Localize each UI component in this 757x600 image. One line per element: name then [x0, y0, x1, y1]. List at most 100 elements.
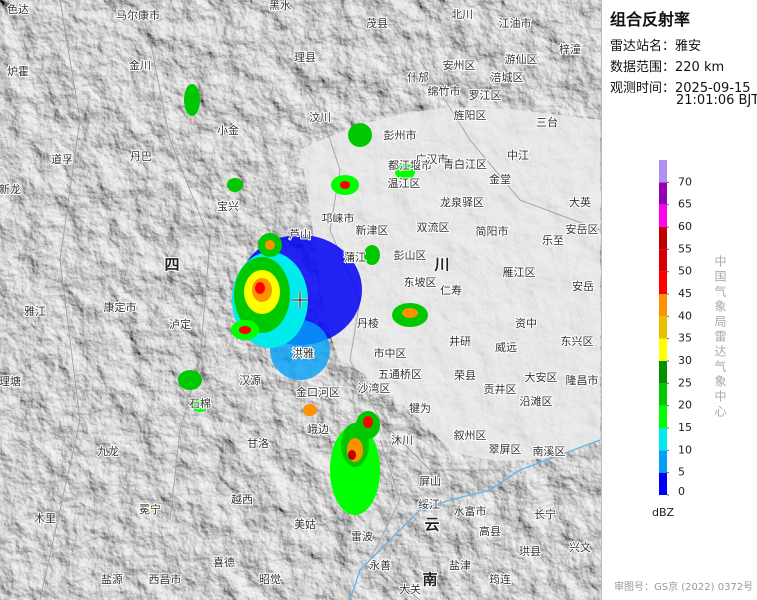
legend-tick-label: 0 — [678, 485, 685, 498]
place-label: 沿滩区 — [520, 394, 553, 408]
legend-unit: dBZ — [652, 506, 674, 519]
place-label: 新龙 — [0, 182, 21, 196]
place-label: 西昌市 — [149, 572, 182, 586]
place-label: 涪城区 — [491, 70, 524, 84]
legend-tick-label: 65 — [678, 198, 692, 211]
place-label: 甘洛 — [247, 436, 269, 450]
place-label: 越西 — [231, 492, 253, 506]
legend-tick-label: 20 — [678, 399, 692, 412]
legend-swatch — [659, 338, 667, 361]
label: 观测时间： — [610, 81, 676, 96]
place-label: 大关 — [399, 582, 421, 596]
place-label: 黑水 — [269, 0, 291, 12]
legend-swatch — [659, 294, 667, 317]
legend-swatch — [659, 450, 667, 473]
place-label: 仁寿 — [440, 283, 462, 297]
place-label: 马尔康市 — [116, 8, 160, 22]
place-label: 威远 — [495, 341, 517, 354]
place-label: 理塘 — [0, 374, 21, 388]
place-label: 炉霍 — [7, 65, 29, 78]
place-label: 荣县 — [454, 369, 476, 382]
place-label: 东兴区 — [561, 335, 594, 348]
place-label: 雷波 — [351, 530, 373, 543]
place-label: 罗江区 — [469, 89, 502, 102]
legend-tick-label: 45 — [678, 287, 692, 300]
legend-tick-label: 35 — [678, 332, 692, 345]
legend-tick-label: 40 — [678, 309, 692, 322]
place-label: 昭觉 — [259, 573, 281, 586]
color-legend: 0 5 10 15 20 25 30 35 40 45 50 55 60 65 70 dBZ — [652, 160, 692, 519]
place-label: 简阳市 — [476, 224, 509, 238]
place-label: 喜德 — [213, 555, 235, 569]
place-label: 泸定 — [169, 317, 191, 331]
place-label: 安州区 — [443, 58, 476, 72]
place-label: 沐川 — [391, 434, 413, 447]
place-label: 石棉 — [189, 396, 211, 410]
place-label: 大安区 — [525, 370, 558, 384]
place-label: 中江 — [507, 149, 529, 162]
place-label: 五通桥区 — [378, 368, 422, 381]
radar-station — [292, 292, 308, 308]
place-label: 珙县 — [519, 544, 541, 558]
place-label: 美姑 — [294, 518, 316, 531]
place-label: 九龙 — [97, 445, 119, 458]
place-label: 理县 — [294, 51, 316, 64]
place-label: 资中 — [515, 317, 537, 330]
place-label: 叙州区 — [454, 428, 487, 442]
place-label: 永善 — [369, 558, 391, 572]
place-label: 云 — [424, 516, 439, 534]
place-label: 大英 — [569, 195, 591, 209]
place-label: 峨边 — [307, 423, 329, 436]
place-label: 犍为 — [409, 402, 431, 415]
legend-swatch — [659, 249, 667, 272]
place-label: 隆昌市 — [566, 373, 599, 387]
place-label: 安岳区 — [566, 222, 599, 236]
place-label: 川 — [433, 256, 449, 274]
place-label: 江油市 — [499, 16, 532, 30]
legend-tick-label: 55 — [678, 242, 692, 255]
place-label: 雁江区 — [503, 266, 536, 279]
legend-tick-label: 70 — [678, 175, 692, 188]
place-label: 盐源 — [101, 572, 123, 586]
legend-swatch — [659, 383, 667, 406]
place-label: 彭州市 — [384, 128, 417, 142]
river — [349, 439, 601, 600]
place-label: 梓潼 — [559, 42, 581, 56]
legend-swatch — [659, 472, 667, 495]
legend-swatch — [659, 271, 667, 294]
time-row: 观测时间：2025-09-15 — [610, 77, 751, 96]
legend-tick-label: 30 — [678, 354, 692, 367]
credit: 中国气象局雷达气象中心 — [713, 255, 727, 420]
panel-title: 组合反射率 — [610, 10, 691, 29]
place-label: 筠连 — [489, 572, 511, 586]
place-label: 游仙区 — [505, 53, 538, 66]
value: 220 km — [675, 60, 725, 75]
place-label: 屏山 — [419, 475, 441, 488]
place-label: 金川 — [129, 58, 151, 72]
legend-tick-label: 60 — [678, 220, 692, 233]
station-row: 雷达站名：雅安 — [610, 35, 701, 54]
place-label: 冕宁 — [139, 502, 161, 516]
place-label: 东坡区 — [404, 276, 437, 289]
place-label: 兴文 — [569, 540, 591, 554]
place-label: 色达 — [7, 2, 29, 16]
place-label: 绥江 — [418, 498, 440, 511]
range-row: 数据范围：220 km — [610, 56, 724, 75]
legend-swatch — [659, 227, 667, 250]
info-panel: 组合反射率 雷达站名：雅安 数据范围：220 km 观测时间：2025-09-1… — [601, 0, 757, 600]
place-label: 彭山区 — [394, 248, 427, 262]
legend-swatch — [659, 361, 667, 384]
value: 雅安 — [675, 39, 702, 54]
place-label: 金口河区 — [296, 385, 340, 399]
place-label: 金堂 — [489, 172, 511, 186]
place-label: 新津区 — [356, 223, 389, 237]
legend-swatch — [659, 160, 667, 183]
place-label: 茂县 — [366, 16, 388, 30]
place-label: 宝兴 — [217, 199, 239, 213]
legend-tick-label: 25 — [678, 376, 692, 389]
place-label: 盐津 — [449, 559, 471, 572]
place-label: 翠屏区 — [489, 443, 522, 456]
